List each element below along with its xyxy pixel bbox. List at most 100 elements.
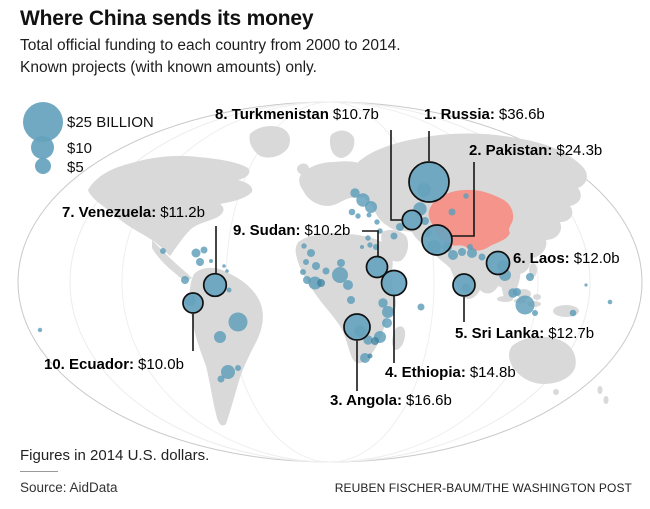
bubble-small xyxy=(584,283,588,287)
callout-angola-name: 3. Angola: xyxy=(330,392,402,409)
callout-pakistan-value: $24.3b xyxy=(556,142,603,159)
ranked-bubbles xyxy=(182,161,511,341)
bubble-small xyxy=(532,310,538,316)
callout-russia-name: 1. Russia: xyxy=(424,106,495,123)
bubble-small xyxy=(515,295,535,315)
callout-ethiopia: 4. Ethiopia: $14.8b xyxy=(385,364,516,381)
legend-circle-10b xyxy=(31,136,54,159)
bubble-small xyxy=(467,244,473,250)
callout-pakistan: 2. Pakistan: $24.3b xyxy=(469,142,602,159)
callout-laos: 6. Laos: $12.0b xyxy=(513,250,620,267)
legend-label-25b: $25 BILLION xyxy=(67,114,154,131)
bubble-small xyxy=(421,217,429,225)
bubble-small xyxy=(235,365,241,371)
bubble-small xyxy=(332,267,348,283)
bubble-small xyxy=(355,213,361,219)
bubble-sri-lanka xyxy=(452,273,476,297)
source-line: Source: AidData xyxy=(20,480,118,495)
bubble-small xyxy=(301,243,307,249)
south-america xyxy=(189,267,263,426)
callout-ethiopia-name: 4. Ethiopia: xyxy=(385,364,466,381)
scandinavia xyxy=(330,130,355,158)
sulawesi xyxy=(533,294,541,300)
callout-ecuador: 10. Ecuador: $10.0b xyxy=(44,356,184,373)
bubble-turkmenistan xyxy=(401,209,423,231)
bubble-angola xyxy=(343,313,371,341)
bubble-small xyxy=(365,201,377,213)
callout-ethiopia-value: $14.8b xyxy=(469,364,516,381)
bubble-small xyxy=(526,273,534,281)
madagascar xyxy=(392,326,406,350)
bubble-small xyxy=(312,262,320,270)
bubble-small xyxy=(322,267,330,275)
bubble-venezuela xyxy=(202,272,228,298)
bubble-small xyxy=(463,193,469,199)
greenland xyxy=(249,126,290,158)
bubble-ecuador xyxy=(182,292,204,314)
subtitle-line-2: Known projects (with known amounts) only… xyxy=(20,59,317,76)
bubble-small xyxy=(365,235,371,241)
bubble-small xyxy=(200,246,208,254)
callout-sudan: 9. Sudan: $10.2b xyxy=(233,222,350,239)
bubble-small xyxy=(303,259,309,265)
bubble-small xyxy=(347,296,355,304)
legend-label-5b: $5 xyxy=(67,159,84,176)
callout-sri-lanka: 5. Sri Lanka: $12.7b xyxy=(455,325,594,342)
bubble-russia xyxy=(408,161,450,203)
callout-angola-value: $16.6b xyxy=(405,392,452,409)
page-title: Where China sends its money xyxy=(20,7,314,30)
legend-label-10b: $10 xyxy=(67,140,93,157)
arabia xyxy=(381,229,409,262)
bubble-small xyxy=(37,327,43,333)
bubble-small xyxy=(569,309,577,317)
callout-ecuador-name: 10. Ecuador: xyxy=(44,356,135,373)
bubble-small xyxy=(508,288,518,298)
bubble-overlap xyxy=(371,337,379,345)
bubble-small xyxy=(348,208,356,216)
bubble-small xyxy=(217,375,225,383)
callout-turkmenistan-name: 8. Turkmenistan xyxy=(215,106,329,123)
bubble-small xyxy=(448,250,458,260)
bubble-sudan xyxy=(365,255,389,279)
bubble-ethiopia xyxy=(380,269,408,297)
callout-turkmenistan-value: $10.7b xyxy=(332,106,379,123)
bubble-small xyxy=(396,223,404,231)
callout-laos-value: $12.0b xyxy=(573,250,620,267)
callout-sudan-value: $10.2b xyxy=(304,222,351,239)
legend-circle-5b xyxy=(35,158,51,174)
bubble-small xyxy=(382,318,392,328)
bubble-small xyxy=(458,248,466,256)
callout-sri-lanka-name: 5. Sri Lanka: xyxy=(455,325,545,342)
new-zealand-south xyxy=(603,396,609,404)
bubble-small xyxy=(160,248,166,254)
bubble-small xyxy=(360,353,370,363)
callout-sri-lanka-value: $12.7b xyxy=(548,325,595,342)
australia xyxy=(509,336,576,384)
bubble-small xyxy=(478,253,486,261)
callout-sudan-name: 9. Sudan: xyxy=(233,222,301,239)
bubble-small xyxy=(209,259,213,263)
north-america xyxy=(88,155,253,256)
bubble-small xyxy=(607,299,613,305)
callout-venezuela-name: 7. Venezuela: xyxy=(62,204,157,221)
figures-note: Figures in 2014 U.S. dollars. xyxy=(20,447,210,464)
footer-divider xyxy=(20,471,58,472)
leader-sudan xyxy=(362,230,379,256)
bubble-small xyxy=(374,219,380,225)
bubble-small xyxy=(300,269,306,275)
bubble-small xyxy=(378,298,388,308)
bubble-small xyxy=(181,276,189,284)
callout-venezuela-value: $11.2b xyxy=(160,204,205,221)
bubble-small xyxy=(337,259,345,267)
new-zealand-north xyxy=(597,386,603,394)
bubble-small xyxy=(417,303,425,311)
bubble-small xyxy=(343,280,353,290)
bubble-small xyxy=(196,258,204,266)
bubble-laos xyxy=(485,250,511,276)
callout-pakistan-name: 2. Pakistan: xyxy=(469,142,553,159)
japan xyxy=(550,196,568,224)
bubble-pakistan xyxy=(421,224,453,256)
bubble-small xyxy=(308,276,322,290)
bubble-small xyxy=(366,212,372,218)
